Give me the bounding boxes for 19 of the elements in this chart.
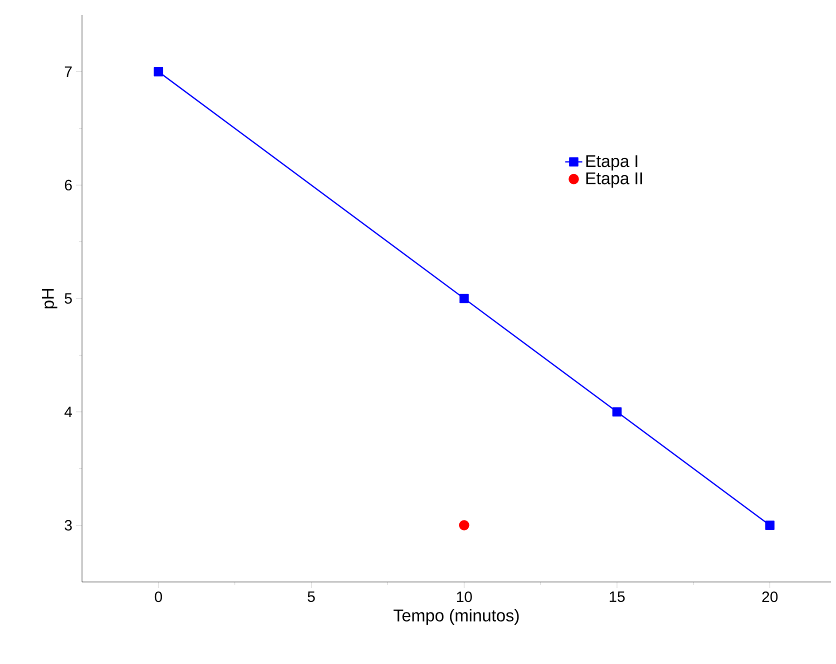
- x-tick-label: 20: [762, 592, 778, 602]
- point: [154, 67, 164, 76]
- y-tick-label: 7: [64, 66, 72, 77]
- legend-label: Etapa I: [586, 155, 638, 171]
- x-tick-label: 0: [154, 592, 162, 602]
- point: [458, 520, 470, 530]
- x-tick-label: 15: [610, 592, 625, 602]
- y-tick-label: 4: [64, 406, 72, 418]
- y-tick-label: 6: [64, 180, 72, 190]
- point: [459, 294, 469, 304]
- point: [765, 520, 775, 530]
- legend-label: Etapa II: [586, 172, 642, 188]
- point: [612, 407, 622, 417]
- y-axis-title: pH: [42, 289, 58, 308]
- x-tick-label: 5: [308, 592, 315, 602]
- x-axis-title: Tempo (minutos): [394, 609, 519, 625]
- x-tick-label: 10: [456, 592, 472, 602]
- y-tick-label: 3: [64, 520, 72, 531]
- y-tick-label: 5: [64, 293, 72, 304]
